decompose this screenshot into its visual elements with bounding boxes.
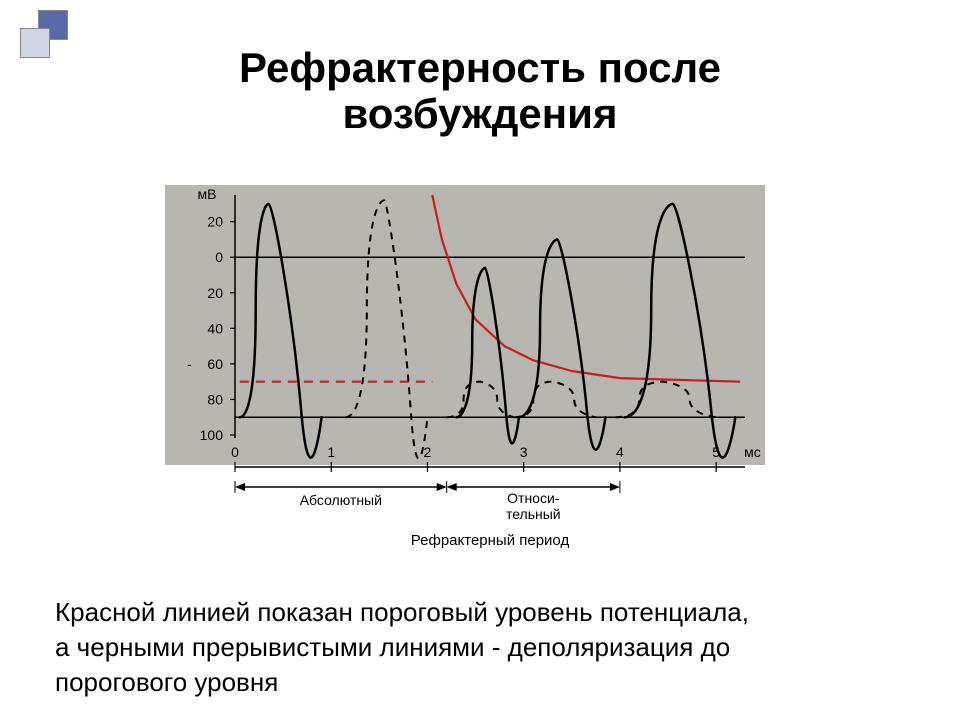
x-unit: мс [744,444,761,460]
x-tick-label: 3 [520,444,528,460]
y-tick-label: 20 [207,214,223,230]
range-rel-label1: Относи- [507,490,560,506]
y-tick-label: 80 [207,391,223,407]
range-rel-head-l [447,483,457,491]
y-tick-label: 100 [200,427,224,443]
range-abs-head-l [235,483,245,491]
caption-l3: порогового уровня [55,667,278,697]
range-caption: Рефрактерный период [411,532,570,549]
x-tick-label: 4 [616,444,624,460]
page-title: Рефрактерность после возбуждения [0,45,960,137]
y-tick-label: 40 [207,320,223,336]
range-abs-head-r [437,483,447,491]
y-tick-neg: - [187,356,192,372]
caption-l1: Красной линией показан пороговый уровень… [55,597,749,627]
chart-svg: мВ 20 0 20 40 -60 80 100 0 1 2 3 4 5 мс Абсолютный Относ… [165,185,765,555]
y-tick-label: 60 [207,356,223,372]
caption: Красной линией показан пороговый уровень… [55,595,915,700]
range-rel-label2: тельный [506,506,561,522]
range-rel-head-r [610,483,620,491]
x-tick-label: 2 [424,444,432,460]
x-tick-label: 1 [327,444,335,460]
y-unit: мВ [198,186,217,202]
y-tick-label: 20 [207,285,223,301]
title-line1: Рефрактерность после [239,44,721,91]
range-abs-label: Абсолютный [300,492,382,508]
y-tick-label: 0 [215,249,223,265]
title-line2: возбуждения [343,90,618,137]
x-tick-label: 5 [712,444,720,460]
refractoriness-chart: мВ 20 0 20 40 -60 80 100 0 1 2 3 4 5 мс Абсолютный Относ… [165,185,765,555]
x-tick-label: 0 [231,444,239,460]
caption-l2: а черными прерывистыми линиями - деполяр… [55,632,730,662]
